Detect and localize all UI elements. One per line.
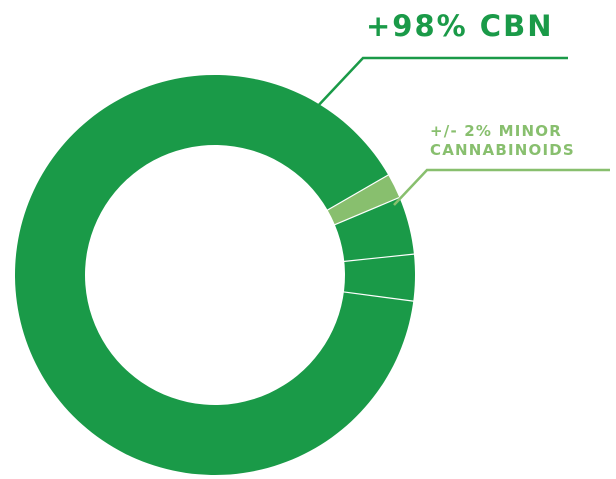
main-leader-line (315, 56, 568, 109)
slice-minor-cannabinoids (327, 175, 400, 225)
minor-slice-label-line1: +/- 2% MINOR (430, 122, 562, 140)
slice-divider-2 (333, 196, 401, 226)
minor-slice-label-line2: CANNABINOIDS (430, 141, 575, 159)
slice-divider-4 (342, 291, 415, 302)
minor-leader-line (393, 168, 610, 206)
slice-cbn (14, 74, 415, 475)
slice-divider-1 (326, 173, 390, 212)
slice-dividers (326, 173, 415, 302)
main-slice-label: +98% CBN (366, 9, 553, 43)
slice-divider-3 (343, 253, 415, 263)
donut-slices (14, 74, 415, 475)
